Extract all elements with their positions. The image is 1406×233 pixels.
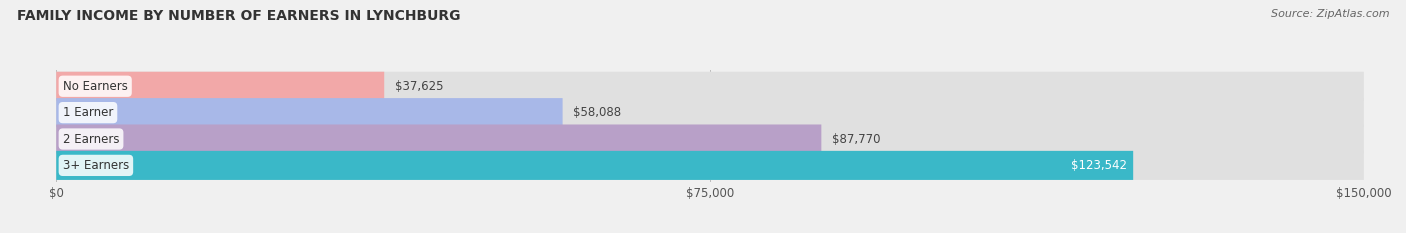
FancyBboxPatch shape xyxy=(56,98,1364,127)
Text: $87,770: $87,770 xyxy=(832,133,880,146)
Text: 3+ Earners: 3+ Earners xyxy=(63,159,129,172)
Text: No Earners: No Earners xyxy=(63,80,128,93)
FancyBboxPatch shape xyxy=(56,124,1364,154)
Text: FAMILY INCOME BY NUMBER OF EARNERS IN LYNCHBURG: FAMILY INCOME BY NUMBER OF EARNERS IN LY… xyxy=(17,9,460,23)
Text: $37,625: $37,625 xyxy=(395,80,443,93)
Text: $123,542: $123,542 xyxy=(1070,159,1126,172)
FancyBboxPatch shape xyxy=(56,72,384,101)
FancyBboxPatch shape xyxy=(56,72,1364,101)
Text: 2 Earners: 2 Earners xyxy=(63,133,120,146)
FancyBboxPatch shape xyxy=(56,151,1364,180)
Text: Source: ZipAtlas.com: Source: ZipAtlas.com xyxy=(1271,9,1389,19)
Text: $58,088: $58,088 xyxy=(574,106,621,119)
FancyBboxPatch shape xyxy=(56,98,562,127)
FancyBboxPatch shape xyxy=(56,151,1133,180)
FancyBboxPatch shape xyxy=(56,124,821,154)
Text: 1 Earner: 1 Earner xyxy=(63,106,112,119)
